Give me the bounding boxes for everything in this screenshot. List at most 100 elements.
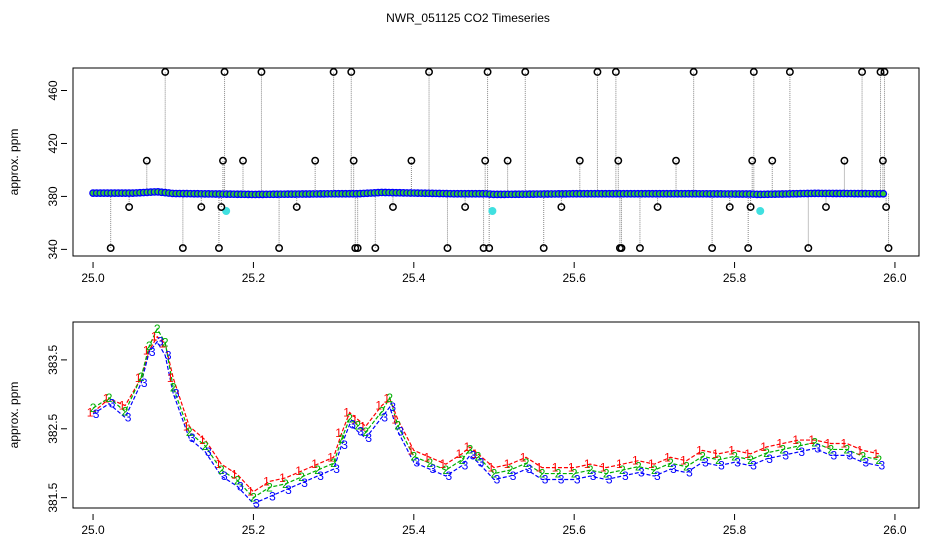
series-marker-2: 2 <box>170 380 177 394</box>
series-marker-1: 1 <box>183 419 190 433</box>
series-marker-1: 1 <box>696 443 703 457</box>
flagged-point <box>161 68 170 76</box>
series-marker-3: 3 <box>141 376 148 390</box>
series-marker-2: 2 <box>250 491 257 505</box>
series-marker-3: 3 <box>470 448 477 462</box>
series-marker-1: 1 <box>776 437 783 451</box>
series-marker-2: 2 <box>467 442 474 456</box>
flagged-point <box>840 156 849 165</box>
series-marker-1: 1 <box>143 344 150 358</box>
series-marker-3: 3 <box>686 466 693 480</box>
flagged-point <box>347 68 356 76</box>
series-marker-2: 2 <box>603 467 610 481</box>
flagged-point <box>804 244 813 253</box>
flagged-point <box>672 156 680 165</box>
series-marker-1: 1 <box>423 450 430 464</box>
series-marker-1: 1 <box>744 447 751 461</box>
series-marker-3: 3 <box>526 462 533 476</box>
series-marker-3: 3 <box>389 400 396 414</box>
series-marker-2: 2 <box>507 463 514 477</box>
series-marker-3: 3 <box>478 455 485 469</box>
plot-area <box>89 68 893 253</box>
series-marker-3: 3 <box>301 476 308 490</box>
series-marker-1: 1 <box>664 450 671 464</box>
series-marker-3: 3 <box>638 466 645 480</box>
flagged-point <box>257 68 266 76</box>
series-marker-2: 2 <box>330 456 337 470</box>
series-marker-3: 3 <box>830 448 837 462</box>
series-marker-1: 1 <box>311 457 318 471</box>
series-marker-2: 2 <box>234 473 241 487</box>
flagged-point <box>749 68 758 76</box>
flagged-point <box>708 244 717 253</box>
flagged-point <box>217 203 226 211</box>
series-line-2 <box>92 327 880 499</box>
series-marker-3: 3 <box>125 411 132 425</box>
series-marker-1: 1 <box>391 412 398 426</box>
series-marker-1: 1 <box>407 443 414 457</box>
series-line-3 <box>92 340 880 505</box>
flagged-point <box>884 244 893 253</box>
series-marker-2: 2 <box>146 339 153 353</box>
y-tick-label: 382.5 <box>46 413 60 443</box>
series-marker-2: 2 <box>459 453 466 467</box>
flagged-point <box>292 203 301 211</box>
series-marker-3: 3 <box>269 490 276 504</box>
series-marker-1: 1 <box>840 437 847 451</box>
y-axis-label: approx. ppm <box>7 129 21 196</box>
series-marker-3: 3 <box>285 483 292 497</box>
series-marker-1: 1 <box>648 457 655 471</box>
series-marker-2: 2 <box>122 405 129 419</box>
plot-frame <box>72 321 920 509</box>
series-marker-1: 1 <box>857 443 864 457</box>
flagged-point <box>219 156 227 165</box>
series-marker-1: 1 <box>792 433 799 447</box>
series-marker-1: 1 <box>488 461 495 475</box>
series-marker-2: 2 <box>619 463 626 477</box>
series-marker-1: 1 <box>103 392 110 406</box>
flagged-point <box>822 203 830 211</box>
series-marker-3: 3 <box>93 407 100 421</box>
series-marker-3: 3 <box>702 455 709 469</box>
series-marker-1: 1 <box>536 461 543 475</box>
flagged-point <box>653 203 662 211</box>
series-marker-2: 2 <box>667 456 674 470</box>
flagged-point <box>443 244 452 253</box>
series-marker-3: 3 <box>718 459 725 473</box>
chart-title: NWR_051125 CO2 Timeseries <box>386 11 550 25</box>
flagged-point <box>503 156 512 165</box>
series-marker-2: 2 <box>731 449 738 463</box>
series-marker-3: 3 <box>798 445 805 459</box>
series-marker-1: 1 <box>504 457 511 471</box>
series-marker-2: 2 <box>539 467 546 481</box>
series-marker-1: 1 <box>279 471 286 485</box>
y-tick-label: 381.5 <box>46 482 60 512</box>
flagged-point <box>785 68 794 76</box>
flagged-point <box>106 244 115 253</box>
x-tick-label: 26.0 <box>883 523 907 537</box>
plot-frame <box>72 67 920 257</box>
series-marker-2: 2 <box>282 477 289 491</box>
series-marker-3: 3 <box>237 479 244 493</box>
series-marker-3: 3 <box>221 469 228 483</box>
series-marker-3: 3 <box>654 469 661 483</box>
series-marker-1: 1 <box>231 468 238 482</box>
series-marker-1: 1 <box>568 461 575 475</box>
series-marker-2: 2 <box>587 463 594 477</box>
flagged-point <box>425 68 433 76</box>
series-marker-2: 2 <box>763 446 770 460</box>
series-marker-3: 3 <box>157 335 164 349</box>
series-marker-1: 1 <box>87 406 94 420</box>
series-marker-3: 3 <box>879 459 886 473</box>
series-marker-2: 2 <box>635 460 642 474</box>
series-marker-3: 3 <box>109 397 116 411</box>
flagged-point <box>611 68 620 76</box>
series-marker-3: 3 <box>750 459 757 473</box>
flagged-point <box>539 244 548 253</box>
series-marker-3: 3 <box>317 469 324 483</box>
series-marker-1: 1 <box>351 412 358 426</box>
series-marker-2: 2 <box>394 418 401 432</box>
flagged-point <box>593 68 602 76</box>
